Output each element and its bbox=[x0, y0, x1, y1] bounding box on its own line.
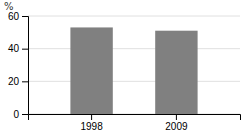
x-tick-mark bbox=[91, 114, 92, 120]
grid-line bbox=[28, 48, 240, 49]
y-tick-label: 60 bbox=[8, 11, 20, 22]
y-axis-line bbox=[22, 17, 29, 115]
y-tick: 60 bbox=[8, 11, 28, 22]
grid bbox=[28, 16, 240, 114]
x-axis: 1998 2009 bbox=[29, 114, 241, 132]
plot: 0 20 40 60 1998 2009 bbox=[8, 11, 241, 132]
x-tick-mark bbox=[176, 114, 177, 120]
x-tick-label: 2009 bbox=[165, 121, 188, 132]
y-tick: 20 bbox=[8, 76, 28, 87]
y-tick-mark bbox=[22, 81, 28, 82]
y-tick-label: 0 bbox=[13, 109, 19, 120]
bar bbox=[155, 31, 197, 114]
bars bbox=[70, 27, 197, 114]
grid-line bbox=[28, 81, 240, 82]
chart-container: 0 20 40 60 1998 2009% bbox=[0, 0, 250, 134]
chart-svg: 0 20 40 60 1998 2009% bbox=[0, 0, 250, 134]
y-axis-label: % bbox=[4, 1, 14, 12]
x-tick: 1998 bbox=[80, 114, 103, 132]
x-axis-line bbox=[29, 115, 241, 121]
y-tick-label: 40 bbox=[8, 43, 20, 54]
y-tick-mark bbox=[22, 114, 28, 115]
x-tick-label: 1998 bbox=[80, 121, 103, 132]
bar bbox=[70, 27, 112, 114]
y-tick: 0 bbox=[13, 109, 28, 120]
grid-line bbox=[28, 16, 240, 17]
y-tick-mark bbox=[22, 49, 28, 50]
y-tick-mark bbox=[22, 16, 28, 17]
y-tick-label: 20 bbox=[8, 76, 20, 87]
y-axis: 0 20 40 60 bbox=[8, 11, 29, 120]
x-tick: 2009 bbox=[165, 114, 188, 132]
y-tick: 40 bbox=[8, 43, 28, 54]
